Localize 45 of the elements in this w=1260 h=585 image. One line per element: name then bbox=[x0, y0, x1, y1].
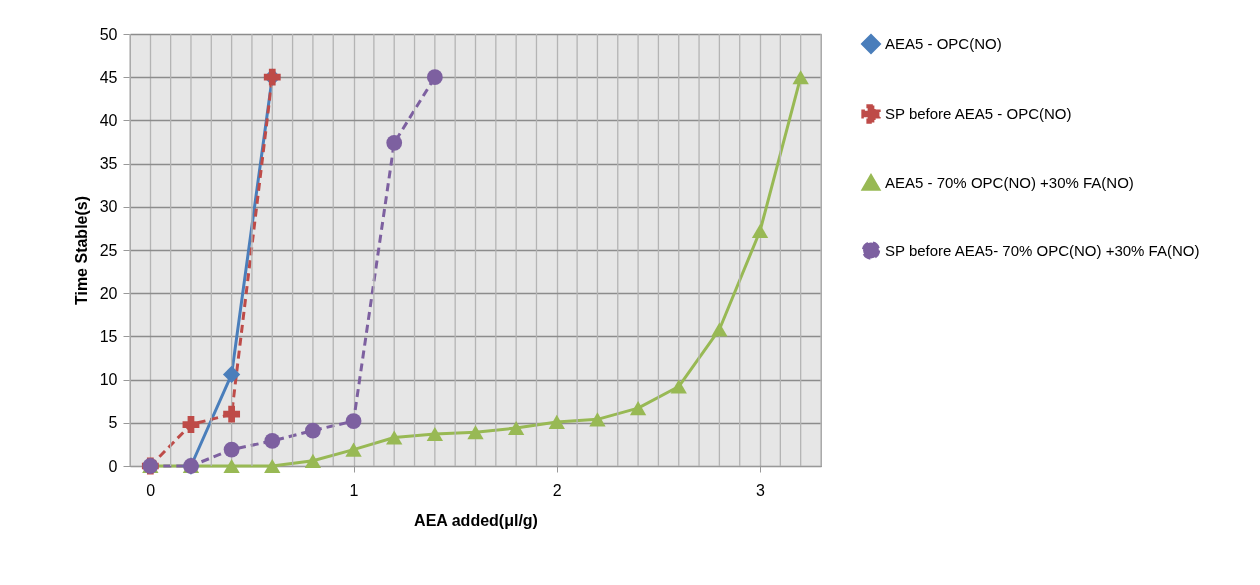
point bbox=[670, 379, 687, 394]
point bbox=[751, 223, 769, 239]
legend-label: SP before AEA5 - OPC(NO) bbox=[885, 105, 1072, 122]
point bbox=[345, 442, 362, 457]
point bbox=[222, 365, 241, 384]
point bbox=[711, 322, 728, 337]
point bbox=[792, 70, 809, 85]
point bbox=[548, 414, 565, 430]
y-tick-label: 25 bbox=[99, 241, 118, 259]
legend-label: AEA5 - 70% OPC(NO) +30% FA(NO) bbox=[885, 173, 1134, 191]
point bbox=[426, 69, 443, 86]
point bbox=[223, 441, 240, 458]
x-tick-label: 1 bbox=[349, 481, 359, 499]
x-tick-label: 3 bbox=[756, 481, 766, 499]
y-tick-label: 30 bbox=[99, 198, 118, 216]
x-tick-label: 2 bbox=[552, 481, 562, 499]
point bbox=[264, 458, 281, 474]
point bbox=[264, 433, 281, 449]
point bbox=[304, 453, 322, 468]
y-tick-label: 40 bbox=[99, 111, 118, 129]
point bbox=[305, 422, 321, 439]
point bbox=[223, 405, 241, 423]
y-tick-label: 45 bbox=[99, 68, 118, 86]
x-tick-label: 0 bbox=[146, 481, 156, 499]
y-tick-label: 15 bbox=[99, 327, 118, 345]
y-tick-label: 5 bbox=[108, 414, 118, 432]
y-tick-label: 50 bbox=[99, 25, 118, 43]
point bbox=[386, 134, 403, 151]
x-axis-title: AEA added(μl/g) bbox=[414, 511, 538, 529]
point bbox=[223, 458, 240, 474]
point bbox=[589, 412, 606, 427]
point bbox=[426, 426, 444, 442]
legend-label: SP before AEA5- 70% OPC(NO) +30% FA(NO) bbox=[885, 241, 1200, 259]
legend-label: AEA5 - OPC(NO) bbox=[885, 35, 1002, 52]
y-tick-label: 35 bbox=[99, 155, 118, 173]
point bbox=[386, 430, 403, 445]
point bbox=[467, 425, 484, 440]
y-axis-title: Time Stable(s) bbox=[72, 195, 90, 306]
y-tick-label: 20 bbox=[99, 284, 118, 302]
point bbox=[507, 420, 525, 436]
point bbox=[182, 416, 200, 433]
point bbox=[345, 413, 362, 429]
y-tick-label: 10 bbox=[99, 371, 118, 389]
y-tick-label: 0 bbox=[108, 457, 118, 475]
point bbox=[629, 401, 647, 416]
